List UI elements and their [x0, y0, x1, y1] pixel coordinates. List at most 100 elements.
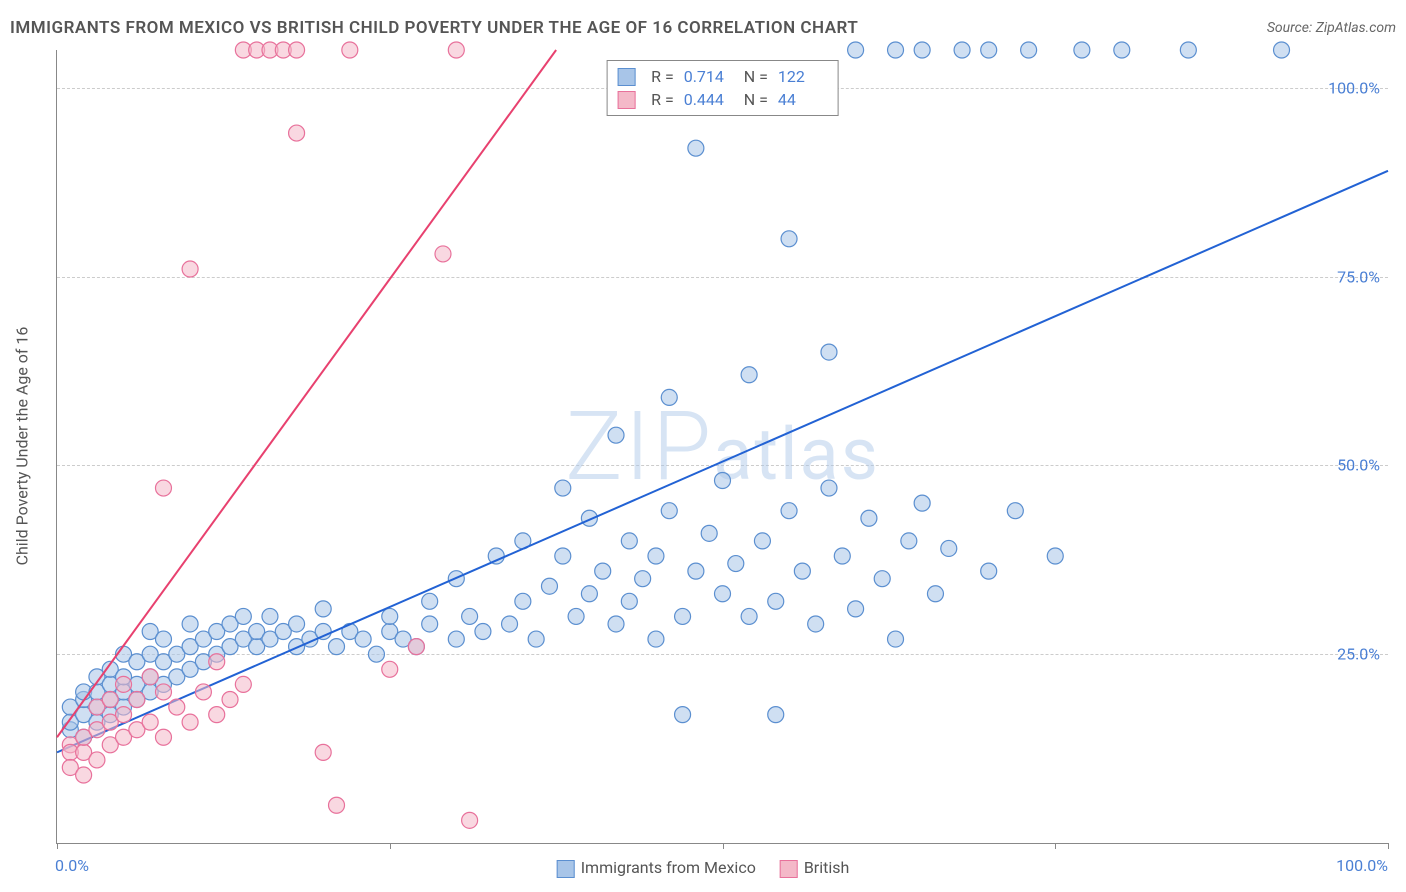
- y-tick-label: 100.0%: [1328, 78, 1380, 97]
- legend-swatch: [617, 91, 635, 109]
- x-tick: [57, 843, 58, 849]
- data-point: [648, 548, 664, 564]
- data-point: [329, 797, 345, 813]
- data-point: [688, 140, 704, 156]
- data-point: [834, 548, 850, 564]
- x-tick: [723, 843, 724, 849]
- data-point: [701, 525, 717, 541]
- y-tick-label: 50.0%: [1337, 456, 1380, 475]
- data-point: [608, 616, 624, 632]
- data-point: [382, 661, 398, 677]
- data-point: [102, 692, 118, 708]
- data-point: [927, 586, 943, 602]
- data-point: [808, 616, 824, 632]
- x-tick: [1388, 843, 1389, 849]
- data-point: [794, 563, 810, 579]
- data-point: [315, 601, 331, 617]
- data-point: [116, 676, 132, 692]
- data-point: [435, 246, 451, 262]
- legend-item: Immigrants from Mexico: [557, 858, 756, 878]
- data-point: [169, 699, 185, 715]
- data-point: [382, 608, 398, 624]
- data-point: [462, 812, 478, 828]
- source-label: Source: ZipAtlas.com: [1267, 20, 1396, 36]
- data-point: [688, 563, 704, 579]
- legend-item: British: [780, 858, 849, 878]
- data-point: [861, 510, 877, 526]
- data-point: [235, 608, 251, 624]
- data-point: [675, 707, 691, 723]
- stat-r-label: R =: [651, 90, 674, 109]
- legend-label: Immigrants from Mexico: [581, 858, 756, 877]
- data-point: [768, 707, 784, 723]
- data-point: [289, 125, 305, 141]
- data-point: [475, 624, 491, 640]
- legend-label: British: [804, 858, 849, 877]
- chart-title: IMMIGRANTS FROM MEXICO VS BRITISH CHILD …: [10, 18, 858, 38]
- data-point: [1114, 42, 1130, 58]
- data-point: [715, 472, 731, 488]
- data-point: [368, 646, 384, 662]
- data-point: [222, 692, 238, 708]
- data-point: [715, 586, 731, 602]
- stat-r-label: R =: [651, 67, 674, 86]
- data-point: [888, 631, 904, 647]
- legend-swatch: [780, 860, 798, 878]
- data-point: [342, 42, 358, 58]
- data-point: [1074, 42, 1090, 58]
- data-point: [621, 593, 637, 609]
- data-point: [422, 616, 438, 632]
- data-point: [155, 480, 171, 496]
- data-point: [502, 616, 518, 632]
- stats-legend-box: R =0.714N =122R =0.444N =44: [606, 60, 839, 116]
- data-point: [129, 692, 145, 708]
- data-point: [768, 593, 784, 609]
- x-tick-label: 0.0%: [55, 856, 89, 875]
- data-point: [821, 480, 837, 496]
- stats-row: R = 0.444 N = 44: [617, 88, 828, 111]
- data-point: [781, 503, 797, 519]
- data-point: [848, 601, 864, 617]
- data-point: [182, 616, 198, 632]
- data-point: [262, 608, 278, 624]
- data-point: [741, 608, 757, 624]
- data-point: [981, 42, 997, 58]
- stat-n-label: N =: [744, 67, 768, 86]
- data-point: [555, 480, 571, 496]
- data-point: [209, 654, 225, 670]
- data-point: [155, 684, 171, 700]
- data-point: [195, 684, 211, 700]
- data-point: [595, 563, 611, 579]
- data-point: [116, 707, 132, 723]
- x-tick-label: 100.0%: [1336, 856, 1388, 875]
- data-point: [289, 616, 305, 632]
- y-tick-label: 25.0%: [1337, 645, 1380, 664]
- legend-swatch: [557, 860, 575, 878]
- data-point: [888, 42, 904, 58]
- data-point: [448, 42, 464, 58]
- data-point: [1007, 503, 1023, 519]
- data-point: [422, 593, 438, 609]
- data-point: [462, 608, 478, 624]
- stat-r-value: 0.714: [684, 67, 734, 86]
- stats-row: R =0.714N =122: [617, 65, 828, 88]
- data-point: [76, 767, 92, 783]
- stat-n-value: 44: [778, 90, 828, 109]
- data-point: [155, 631, 171, 647]
- data-point: [675, 608, 691, 624]
- data-point: [754, 533, 770, 549]
- data-point: [1274, 42, 1290, 58]
- data-point: [182, 714, 198, 730]
- data-point: [741, 367, 757, 383]
- data-point: [142, 669, 158, 685]
- stat-n-label: N =: [744, 90, 768, 109]
- data-point: [1180, 42, 1196, 58]
- data-point: [89, 752, 105, 768]
- data-point: [448, 631, 464, 647]
- y-tick-label: 75.0%: [1337, 267, 1380, 286]
- data-point: [528, 631, 544, 647]
- stat-r-value: 0.444: [684, 90, 734, 109]
- data-point: [515, 593, 531, 609]
- data-point: [728, 556, 744, 572]
- data-point: [581, 586, 597, 602]
